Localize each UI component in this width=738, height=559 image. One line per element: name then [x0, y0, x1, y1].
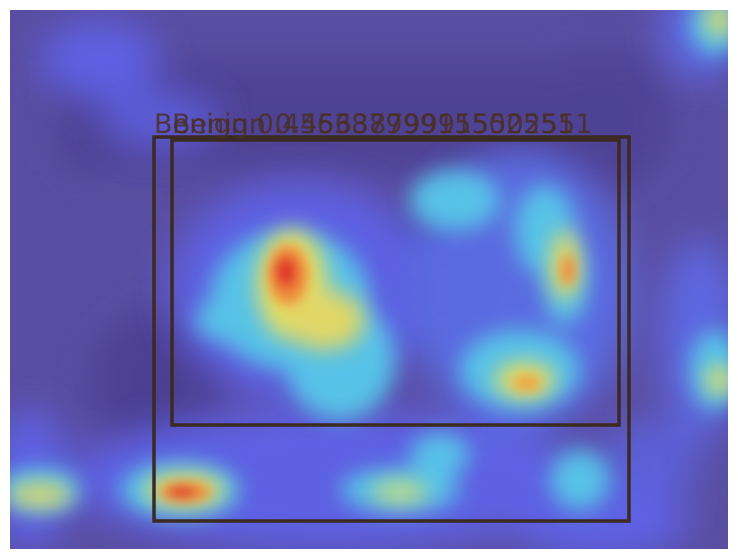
detection-box [170, 138, 621, 427]
detection-label: Benign 0.45638799915502551 [154, 109, 574, 140]
detection-label: Benign 0.45638799915502551 [172, 109, 592, 140]
detection-box [152, 135, 631, 523]
